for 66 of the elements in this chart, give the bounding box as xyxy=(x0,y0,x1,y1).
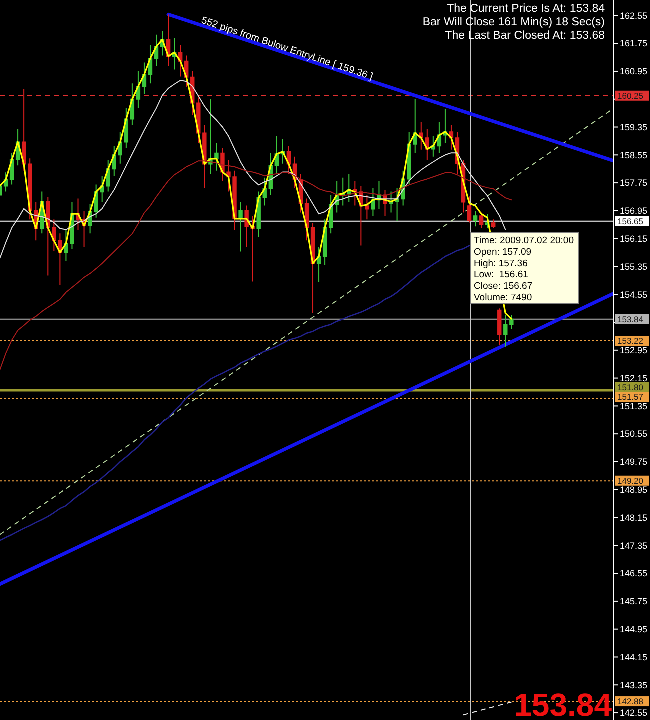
ref-line-label: 156.65 xyxy=(618,216,644,226)
candlestick xyxy=(479,212,484,229)
y-tick-label: 162.55 xyxy=(620,10,648,21)
candlestick xyxy=(178,44,183,78)
y-tick-label: 148.95 xyxy=(620,485,648,496)
ref-line-label: 153.84 xyxy=(618,314,644,324)
candlestick xyxy=(504,315,508,348)
y-tick-label: 149.75 xyxy=(620,457,648,468)
y-tick-label: 151.35 xyxy=(620,401,648,412)
annotation: Open: 157.09 xyxy=(474,246,532,258)
y-tick-label: 160.95 xyxy=(620,66,648,77)
candlestick xyxy=(498,308,502,346)
candlestick xyxy=(274,135,279,175)
candlestick xyxy=(208,98,213,175)
candlestick xyxy=(316,247,322,283)
y-tick-label: 154.55 xyxy=(620,290,648,300)
candlestick xyxy=(166,14,171,67)
annotation: 153.84 xyxy=(514,687,612,720)
candlestick xyxy=(431,135,436,158)
ref-line-label: 151.57 xyxy=(618,392,644,402)
y-tick-label: 152.95 xyxy=(620,346,648,356)
y-tick-label: 159.35 xyxy=(620,122,648,132)
annotation: High: 157.36 xyxy=(474,258,528,270)
candlestick xyxy=(492,219,496,229)
ref-line-label: 153.22 xyxy=(618,336,644,346)
annotation: Volume: 7490 xyxy=(474,292,532,304)
y-tick-label: 152.15 xyxy=(620,373,648,384)
y-tick-label: 150.55 xyxy=(620,429,648,440)
y-tick-label: 144.95 xyxy=(620,624,648,634)
candlestick xyxy=(449,125,454,150)
candlestick xyxy=(22,88,26,172)
candlestick xyxy=(238,202,243,252)
line-series xyxy=(0,245,470,542)
y-tick-label: 157.75 xyxy=(620,178,648,188)
candlestick xyxy=(510,315,514,330)
y-tick-label: 156.95 xyxy=(620,206,648,216)
candlestick xyxy=(214,142,219,172)
y-tick-label: 145.75 xyxy=(620,596,648,607)
y-tick-label: 155.35 xyxy=(620,262,648,272)
ref-line-label: 160.25 xyxy=(618,90,644,101)
annotation: Close: 156.67 xyxy=(474,281,533,292)
candlestick xyxy=(371,188,376,217)
y-tick-label: 156.15 xyxy=(620,234,648,244)
candlestick xyxy=(341,177,346,206)
candlestick xyxy=(250,216,255,282)
ref-line-label: 149.20 xyxy=(618,476,644,486)
y-tick-label: 146.55 xyxy=(620,568,648,579)
candlestick xyxy=(437,122,442,154)
y-tick-label: 158.55 xyxy=(620,150,648,160)
y-tick-label: 161.75 xyxy=(620,38,648,49)
y-tick-label: 148.15 xyxy=(620,512,648,523)
candlestick xyxy=(473,210,478,228)
annotation: Time: 2009.07.02 20:00 xyxy=(474,236,574,246)
candlestick xyxy=(419,122,424,150)
y-tick-label: 142.55 xyxy=(620,708,648,718)
y-tick-label: 144.15 xyxy=(620,652,648,662)
y-tick-label: 143.35 xyxy=(620,680,648,690)
candlestick xyxy=(365,194,370,220)
candlestick xyxy=(202,125,207,189)
candlestick xyxy=(413,98,418,154)
ref-line-label: 142.88 xyxy=(618,696,644,706)
candlestick xyxy=(244,205,249,248)
candlestick xyxy=(136,70,141,109)
ref-line-label: 151.80 xyxy=(618,382,644,392)
annotation: Low: 156.61 xyxy=(474,270,528,281)
y-tick-label: 147.35 xyxy=(620,540,648,551)
